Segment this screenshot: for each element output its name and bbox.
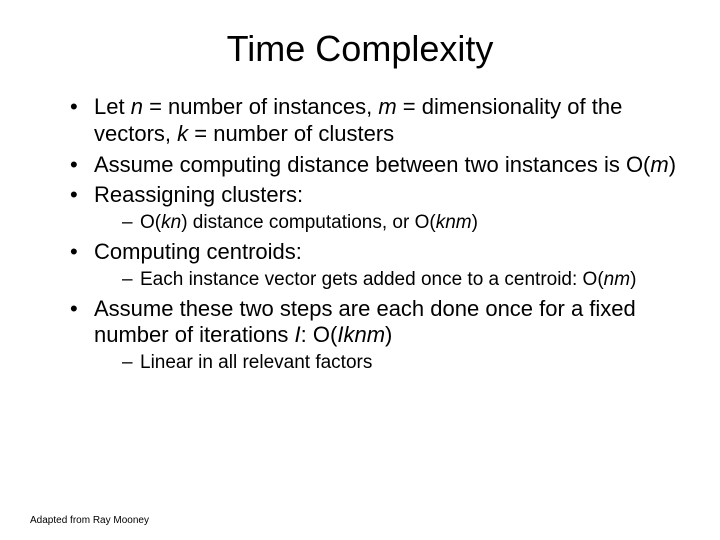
sub-bullet-item: O(kn) distance computations, or O(knm) (122, 211, 690, 235)
sub-bullet-item: Each instance vector gets added once to … (122, 268, 690, 292)
slide: Time Complexity Let n = number of instan… (0, 0, 720, 540)
bullet-item: Reassigning clusters:O(kn) distance comp… (70, 182, 690, 235)
sub-bullet-list: Each instance vector gets added once to … (94, 268, 690, 292)
sub-bullet-item: Linear in all relevant factors (122, 351, 690, 375)
sub-bullet-list: O(kn) distance computations, or O(knm) (94, 211, 690, 235)
bullet-item: Assume these two steps are each done onc… (70, 296, 690, 375)
bullet-list: Let n = number of instances, m = dimensi… (30, 94, 690, 375)
slide-title: Time Complexity (30, 28, 690, 70)
footer-text: Adapted from Ray Mooney (30, 515, 149, 526)
bullet-item: Let n = number of instances, m = dimensi… (70, 94, 690, 148)
bullet-item: Computing centroids:Each instance vector… (70, 239, 690, 292)
sub-bullet-list: Linear in all relevant factors (94, 351, 690, 375)
bullet-item: Assume computing distance between two in… (70, 152, 690, 179)
